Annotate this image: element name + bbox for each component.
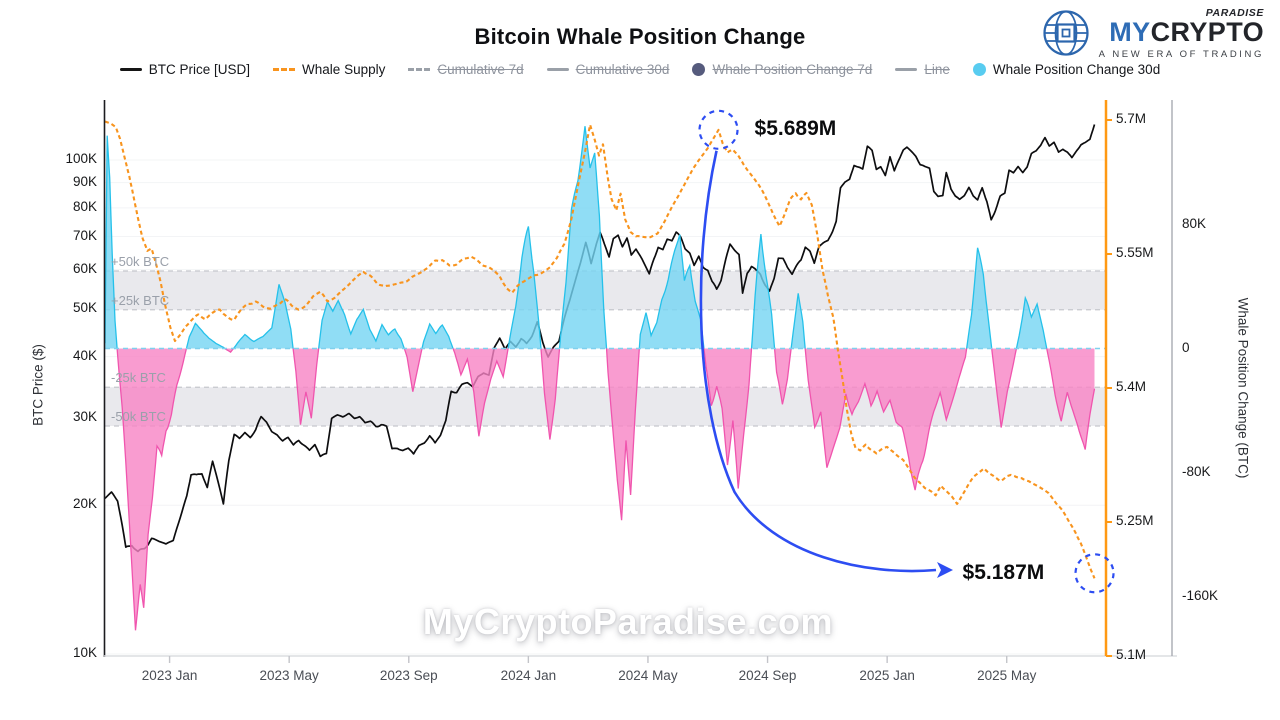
legend-item-whale-position-change-7d[interactable]: Whale Position Change 7d	[692, 62, 872, 77]
peak-annotation-circle	[698, 109, 739, 150]
x-tick-label: 2023 Jan	[141, 668, 198, 683]
btc-price-line	[104, 124, 1096, 553]
x-tick-label: 2024 May	[618, 668, 678, 683]
brand-logo: PARADISE MYCRYPTO A NEW ERA OF TRADING	[1041, 7, 1264, 60]
annotation-arrow	[699, 150, 937, 573]
whale-change-negative-edge	[116, 348, 1096, 631]
end-annotation-label: $5.187M	[962, 561, 1045, 585]
logo-brand-my: MY	[1109, 17, 1151, 47]
end-annotation-circle	[1074, 553, 1115, 594]
legend-item-whale-position-change-30d[interactable]: Whale Position Change 30d	[972, 62, 1161, 77]
price-tick-label: 80K	[72, 198, 97, 214]
price-tick-label: 50K	[72, 299, 97, 315]
whale-change-positive-edge	[105, 126, 1048, 349]
band-label: -25k BTC	[111, 370, 166, 386]
logo-tagline: A NEW ERA OF TRADING	[1098, 48, 1264, 60]
reference-band	[105, 271, 1106, 310]
band-label: +50k BTC	[111, 254, 170, 269]
x-tick-label: 2025 May	[977, 668, 1037, 683]
legend-item-btc-price-usd-[interactable]: BTC Price [USD]	[119, 62, 251, 77]
line-marker-icon	[273, 68, 296, 71]
supply-tick-label: 5.4M	[1116, 378, 1147, 394]
line-marker-icon	[546, 68, 569, 71]
globe-icon	[1043, 10, 1089, 56]
change-tick-label: -160K	[1182, 587, 1219, 603]
legend: BTC Price [USD] Whale Supply Cumulative 7d…	[0, 62, 1280, 77]
circle-marker-icon	[972, 63, 986, 76]
legend-label: Cumulative 7d	[437, 62, 524, 77]
line-marker-icon	[119, 68, 142, 71]
annotation-arrowhead	[937, 562, 953, 578]
price-tick-label: 10K	[72, 645, 97, 660]
price-tick-label: 100K	[65, 151, 97, 166]
legend-item-cumulative-7d[interactable]: Cumulative 7d	[408, 62, 524, 77]
legend-item-whale-supply[interactable]: Whale Supply	[273, 62, 385, 77]
price-tick-label: 40K	[72, 347, 97, 363]
supply-tick-label: 5.7M	[1116, 111, 1147, 126]
x-tick-label: 2023 May	[259, 668, 319, 683]
legend-label: BTC Price [USD]	[148, 62, 251, 77]
supply-tick-label: 5.25M	[1116, 512, 1154, 528]
legend-item-line[interactable]: Line	[895, 62, 950, 77]
circle-marker-icon	[692, 63, 706, 76]
peak-annotation-label: $5.689M	[754, 116, 837, 140]
x-tick-label: 2024 Jan	[500, 668, 557, 683]
change-tick-label: 0	[1182, 339, 1190, 355]
reference-band	[105, 387, 1106, 426]
line-marker-icon	[408, 68, 431, 71]
x-tick-label: 2025 Jan	[859, 668, 915, 683]
price-tick-label: 90K	[72, 173, 97, 189]
logo-brand: MYCRYPTO	[1109, 17, 1264, 47]
line-marker-icon	[895, 68, 918, 71]
legend-label: Cumulative 30d	[575, 62, 670, 77]
right-axis-title: Whale Position Change (BTC)	[1235, 297, 1251, 479]
x-tick-label: 2023 Sep	[379, 668, 438, 683]
price-tick-label: 30K	[72, 409, 97, 425]
logo-badge: PARADISE	[1205, 7, 1264, 19]
page-title: Bitcoin Whale Position Change	[474, 24, 806, 49]
change-tick-label: 80K	[1182, 215, 1207, 231]
x-tick-label: 2024 Sep	[738, 668, 797, 683]
price-tick-label: 60K	[72, 260, 97, 276]
left-axis-title: BTC Price ($)	[30, 344, 46, 426]
legend-label: Line	[924, 62, 950, 77]
price-tick-label: 70K	[72, 227, 97, 243]
band-label: -50k BTC	[111, 409, 166, 424]
logo-text: PARADISE MYCRYPTO A NEW ERA OF TRADING	[1099, 7, 1264, 60]
legend-label: Whale Position Change 30d	[992, 62, 1161, 77]
change-tick-label: -80K	[1182, 463, 1211, 479]
legend-label: Whale Supply	[302, 62, 386, 77]
legend-label: Whale Position Change 7d	[712, 62, 873, 77]
supply-tick-label: 5.1M	[1116, 646, 1147, 662]
whale-change-negative-area	[105, 348, 1095, 631]
band-label: +25k BTC	[111, 292, 170, 308]
price-tick-label: 20K	[72, 496, 97, 512]
logo-brand-crypto: CRYPTO	[1150, 17, 1264, 47]
legend-item-cumulative-30d[interactable]: Cumulative 30d	[546, 62, 670, 77]
whale-supply-line	[104, 120, 1096, 579]
supply-tick-label: 5.55M	[1116, 244, 1154, 260]
